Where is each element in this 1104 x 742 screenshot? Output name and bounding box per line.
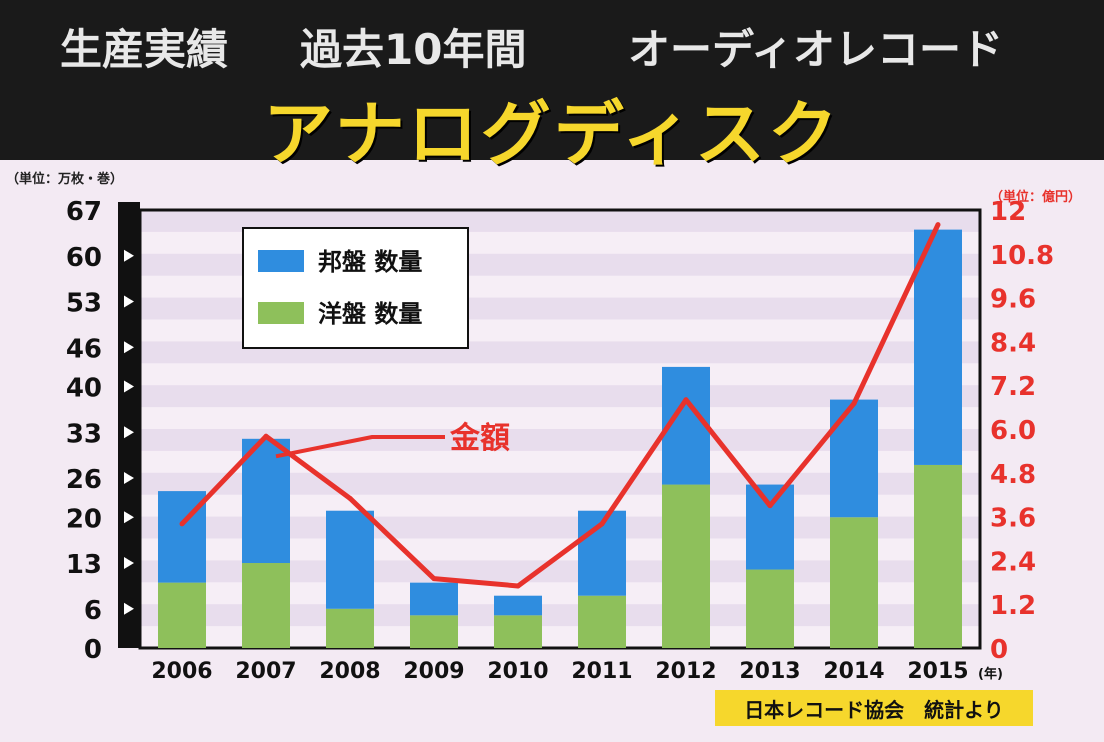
axis-arrow-marker: [124, 295, 134, 308]
x-tick-label: 2008: [319, 659, 380, 684]
legend-swatch: [258, 250, 304, 272]
legend-box: [242, 227, 469, 349]
background-stripe: [140, 385, 980, 408]
bar-domestic-2014: [830, 399, 878, 518]
axis-arrow-marker: [124, 380, 134, 393]
y-right-tick-label: 10.8: [990, 241, 1054, 271]
y-left-tick-label: 40: [66, 374, 102, 404]
x-tick-label: 2010: [487, 659, 548, 684]
bar-domestic-2013: [746, 484, 794, 570]
y-left-tick-label: 46: [66, 334, 102, 364]
amount-point-2007: [263, 433, 269, 439]
x-tick-label: 2013: [739, 659, 800, 684]
y-right-tick-label: 1.2: [990, 591, 1036, 621]
x-tick-label: 2014: [823, 659, 884, 684]
y-left-tick-label: 33: [66, 419, 102, 449]
title-banner: 生産実績 過去10年間 オーディオレコード アナログディスク: [0, 0, 1104, 175]
y-left-tick-label: 20: [66, 504, 102, 534]
bar-foreign-2007: [242, 563, 290, 648]
axis-arrow-marker: [124, 511, 134, 524]
bar-foreign-2011: [578, 595, 626, 648]
background-stripe: [140, 429, 980, 451]
amount-point-2010: [515, 583, 521, 589]
y-left-tick-label: 67: [66, 197, 102, 227]
amount-point-2015: [935, 222, 941, 228]
axis-arrow-marker: [124, 341, 134, 354]
amount-point-2008: [347, 495, 353, 501]
left-axis-band: [118, 202, 140, 648]
annotation-leader-line: [275, 435, 445, 459]
axis-arrow-marker: [124, 472, 134, 485]
amount-point-2014: [851, 400, 857, 406]
bar-foreign-2012: [662, 484, 710, 648]
legend-swatch: [258, 302, 304, 324]
right-axis-unit: （単位：億円）: [990, 190, 1082, 205]
y-right-tick-label: 3.6: [990, 504, 1036, 534]
amount-point-2009: [431, 576, 437, 582]
y-right-tick-label: 8.4: [990, 328, 1036, 358]
axis-arrow-marker: [124, 249, 134, 262]
axis-arrow-marker: [124, 426, 134, 439]
page-title: アナログディスク: [263, 93, 841, 175]
bar-domestic-2009: [410, 582, 458, 616]
amount-point-2012: [683, 397, 689, 403]
axis-arrow-marker: [124, 602, 134, 615]
bar-foreign-2006: [158, 582, 206, 648]
y-right-tick-label: 12: [990, 197, 1026, 227]
y-right-tick-label: 6.0: [990, 416, 1036, 446]
y-left-tick-label: 26: [66, 465, 102, 495]
bar-foreign-2014: [830, 517, 878, 648]
axis-arrow-marker: [124, 557, 134, 570]
y-left-tick-label: 53: [66, 289, 102, 319]
bar-foreign-2009: [410, 615, 458, 648]
bar-foreign-2008: [326, 608, 374, 648]
y-right-tick-label: 0: [990, 635, 1008, 665]
y-left-tick-label: 60: [66, 243, 102, 273]
bar-domestic-2015: [914, 229, 962, 465]
bar-foreign-2010: [494, 615, 542, 648]
y-left-tick-label: 0: [84, 635, 102, 665]
background-stripe: [140, 210, 980, 232]
x-tick-label: 2015: [907, 659, 968, 684]
y-left-tick-label: 13: [66, 550, 102, 580]
amount-point-2011: [599, 521, 605, 527]
y-left-tick-label: 6: [84, 596, 102, 626]
bar-domestic-2007: [242, 438, 290, 564]
left-axis-unit: （単位：万枚・巻）: [6, 172, 124, 187]
subtitle-category: オーディオレコード: [628, 25, 1004, 74]
amount-point-2013: [767, 503, 773, 509]
bar-domestic-2010: [494, 595, 542, 616]
legend-label: 洋盤 数量: [318, 300, 422, 328]
y-right-tick-label: 4.8: [990, 460, 1036, 490]
bar-foreign-2015: [914, 464, 962, 648]
x-tick-label: 2009: [403, 659, 464, 684]
amount-line: [180, 223, 941, 589]
amount-point-2006: [179, 521, 185, 527]
x-tick-label: 2011: [571, 659, 632, 684]
subtitle-period: 過去10年間: [300, 25, 527, 74]
subtitle-production: 生産実績: [60, 25, 229, 74]
bar-foreign-2013: [746, 569, 794, 648]
x-tick-label: 2006: [151, 659, 212, 684]
y-right-tick-label: 7.2: [990, 372, 1036, 402]
bar-domestic-2008: [326, 510, 374, 609]
y-right-tick-label: 2.4: [990, 547, 1036, 577]
x-tick-label: 2012: [655, 659, 716, 684]
legend-label: 邦盤 数量: [318, 248, 422, 276]
source-note: 日本レコード協会 統計より: [715, 690, 1033, 726]
annotation-label: 金額: [449, 421, 510, 456]
x-tick-label: 2007: [235, 659, 296, 684]
x-unit-label: (年): [978, 666, 1003, 682]
y-right-tick-label: 9.6: [990, 285, 1036, 315]
